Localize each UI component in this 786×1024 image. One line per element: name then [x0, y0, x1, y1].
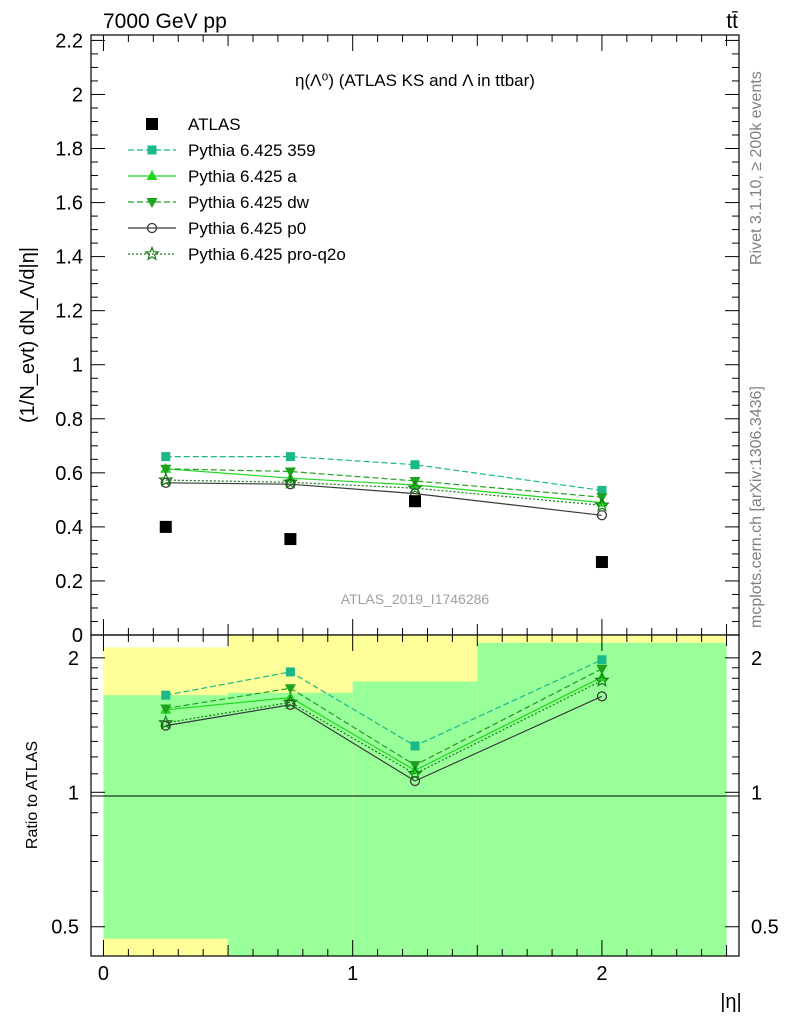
y-tick-label: 0: [72, 625, 83, 647]
y-tick-label: 1: [72, 355, 83, 377]
legend-marker-data: [146, 118, 158, 130]
ratio-series-line: [165, 695, 603, 782]
ratio-series-point: [161, 690, 171, 700]
legend-marker: [147, 145, 157, 155]
series-line: [165, 482, 602, 516]
y-tick-label: 1.2: [55, 301, 83, 323]
main-chart-title: η(Λ⁰) (ATLAS KS and Λ in ttbar): [295, 71, 535, 90]
ratio-green-band: [228, 692, 353, 956]
series-point: [158, 471, 174, 487]
series-point: [597, 485, 607, 495]
series-point: [410, 460, 420, 470]
mcplots-label: mcplots.cern.ch [arXiv:1306.3436]: [748, 386, 765, 628]
series-point: [160, 477, 171, 488]
ratio-y-tick-label: 0.5: [51, 917, 79, 939]
data-point: [284, 533, 297, 546]
ratio-y-axis-label: Ratio to ATLAS: [24, 741, 41, 849]
ratio-series-line: [165, 668, 603, 766]
ratio-green-band: [103, 695, 229, 939]
main-y-axis-label: (1/N_evt) dN_Λ/d|η|: [17, 247, 39, 423]
header-left: 7000 GeV pp: [103, 10, 227, 33]
series-point: [284, 467, 296, 478]
ratio-series-point: [410, 741, 420, 751]
ratio-series-point: [282, 694, 299, 709]
ratio-series-point: [596, 664, 608, 675]
legend-label: Pythia 6.425 pro-q2o: [188, 245, 346, 264]
ratio-series-point: [594, 672, 610, 688]
x-tick-label: 2: [596, 963, 607, 985]
y-tick-label: 1.4: [55, 247, 83, 269]
legend-label: Pythia 6.425 dw: [188, 193, 310, 212]
rivet-label: Rivet 3.1.10, ≥ 200k events: [748, 71, 765, 265]
y-tick-label: 0.8: [55, 409, 83, 431]
ratio-series-point: [285, 667, 295, 677]
legend-label: Pythia 6.425 a: [188, 167, 297, 186]
ratio-series-point: [597, 655, 607, 665]
series-point: [407, 480, 423, 495]
ratio-series-line: [165, 659, 603, 747]
series-point: [594, 497, 610, 512]
ratio-series-point: [596, 691, 608, 702]
ratio-series-point: [407, 765, 423, 781]
y-tick-label: 1.8: [55, 139, 83, 161]
y-tick-label: 1.6: [55, 193, 83, 215]
series-point: [161, 452, 171, 462]
ratio-series-line: [165, 676, 603, 771]
series-line: [165, 468, 602, 504]
legend-label: Pythia 6.425 p0: [188, 219, 306, 238]
y-tick-label: 0.2: [55, 571, 83, 593]
series-line: [165, 468, 602, 498]
ratio-y-tick-label-right: 1: [751, 782, 762, 804]
series-point: [285, 479, 296, 490]
y-tick-label: 2: [72, 84, 83, 106]
data-point: [595, 556, 608, 569]
y-tick-label: 0.4: [55, 517, 83, 539]
watermark: ATLAS_2019_I1746286: [341, 591, 490, 607]
legend: ATLAS Pythia 6.425 359 Pythia 6.425 a Pythi…: [128, 115, 346, 264]
ratio-series-point: [284, 684, 296, 695]
header-right: tt̄: [726, 10, 738, 33]
legend-label: Pythia 6.425 359: [188, 141, 316, 160]
ratio-series-point: [158, 714, 174, 730]
series-line: [165, 456, 602, 491]
series-point: [160, 464, 172, 475]
ratio-panel-frame: [90, 634, 740, 957]
series-point: [596, 510, 608, 521]
legend-label: ATLAS: [188, 115, 241, 134]
ratio-green-band: [477, 642, 727, 956]
ratio-y-tick-label: 2: [68, 648, 79, 670]
ratio-series-point: [160, 720, 171, 731]
ratio-y-tick-label-right: 0.5: [751, 917, 779, 939]
series-point: [282, 474, 299, 489]
x-tick-label: 0: [98, 963, 109, 985]
ratio-series-point: [160, 704, 172, 715]
main-panel: 0 0.2 0.4 0.6 0.8 1 1.2 1.4 1.6 1.8 2 2.2 η(Λ⁰) (AT…: [17, 30, 740, 647]
data-point: [409, 495, 421, 508]
ratio-y-tick-label-right: 2: [751, 648, 762, 670]
ratio-panel: 0.5 0.5 1 1 2 2 0 1 2 Ratio to ATLAS |η|: [24, 634, 779, 1013]
x-tick-label: 1: [347, 963, 358, 985]
legend-marker: [144, 245, 160, 261]
ratio-y-tick-label: 1: [68, 782, 79, 804]
x-axis-label: |η|: [720, 991, 742, 1013]
legend-marker: [146, 222, 158, 234]
y-tick-label: 0.6: [55, 463, 83, 485]
legend-marker: [146, 170, 158, 180]
series-point: [285, 452, 295, 462]
legend-marker: [146, 198, 158, 208]
ratio-series-point: [285, 699, 296, 710]
data-point: [159, 520, 172, 533]
ratio-green-band: [352, 681, 478, 956]
y-tick-label: 2.2: [55, 30, 83, 52]
